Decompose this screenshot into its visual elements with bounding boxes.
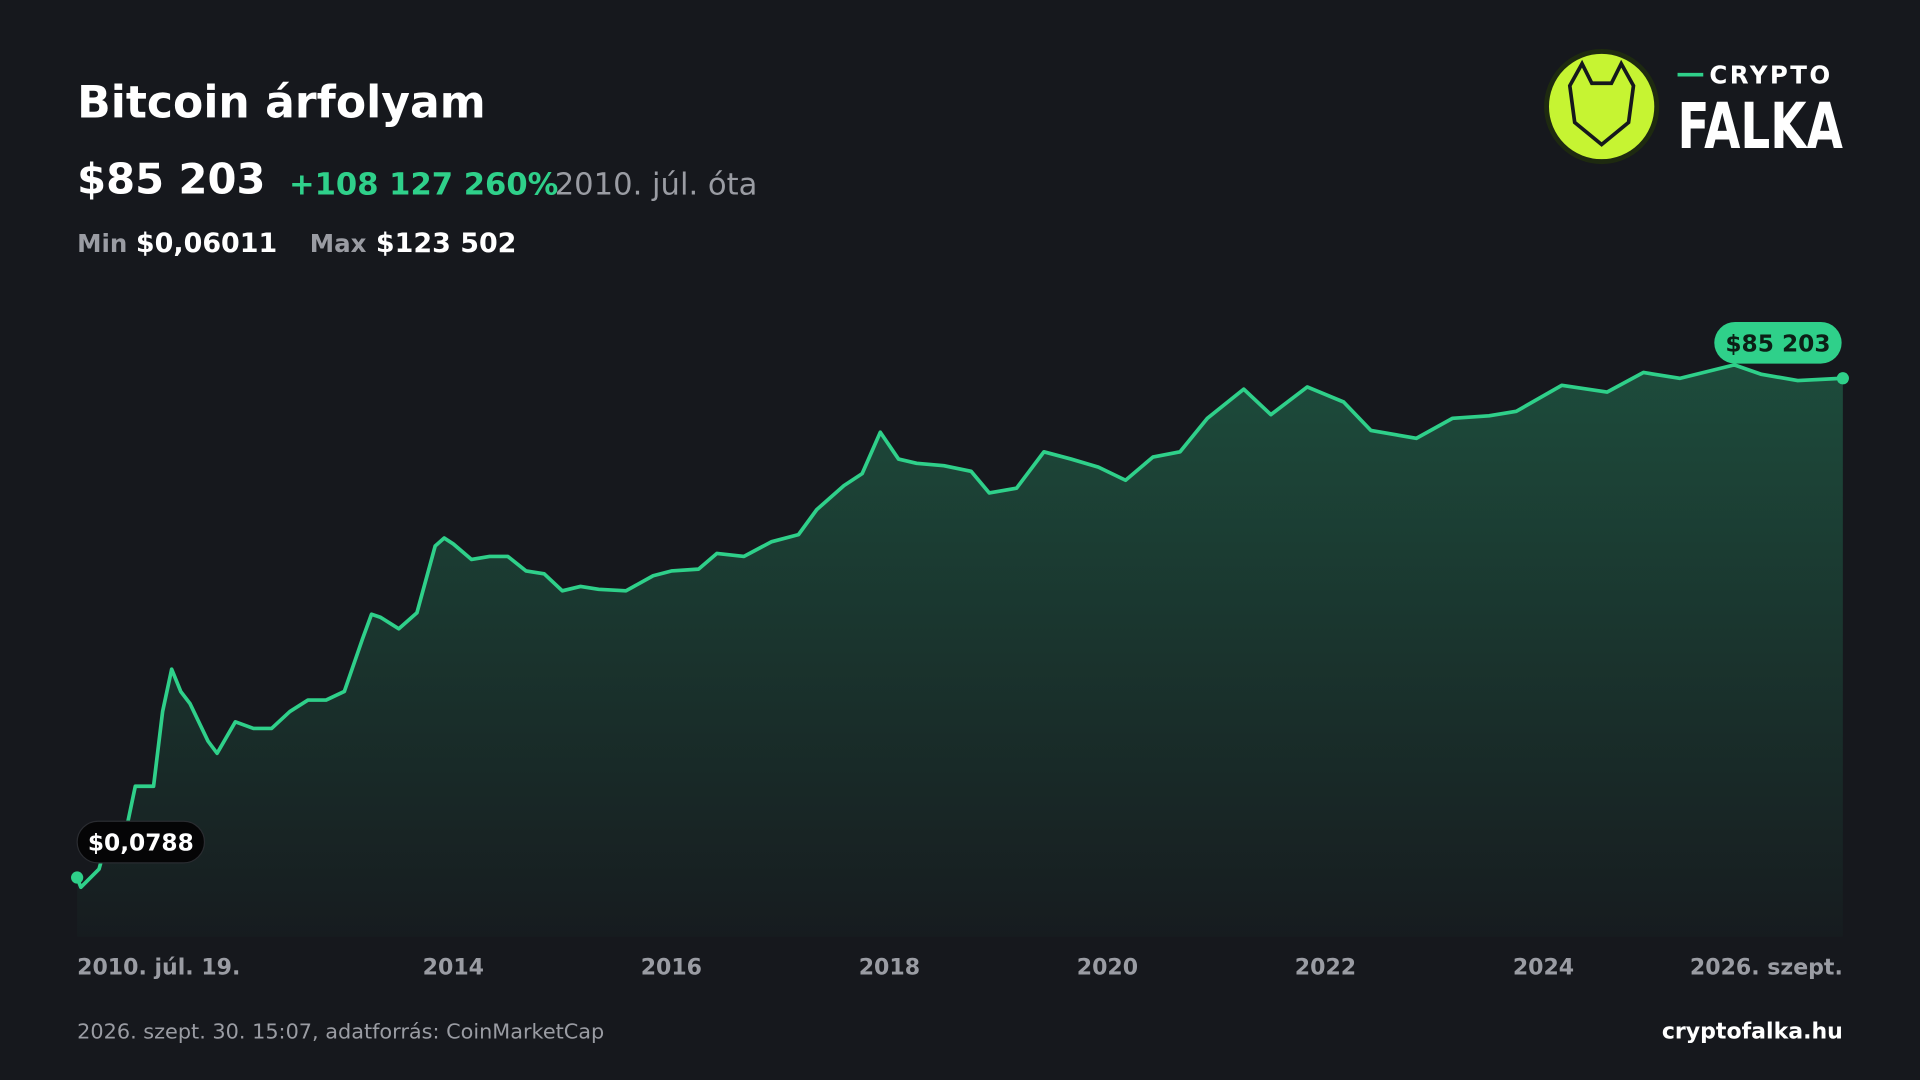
min-value: $0,06011 <box>136 228 277 259</box>
chart-title: Bitcoin árfolyam <box>77 78 485 129</box>
area <box>77 364 1843 937</box>
x-tick-label: 2018 <box>859 956 920 981</box>
value-label: $85 203 <box>1714 321 1842 364</box>
since: 2010. júl. óta <box>555 168 758 203</box>
x-tick-label: 2020 <box>1077 956 1138 981</box>
x-tick-label: 2022 <box>1295 956 1356 981</box>
value-label: $0,0788 <box>76 820 206 864</box>
x-tick-label: 2016 <box>641 956 702 981</box>
x-tick-label: 2026. szept. <box>1690 956 1843 981</box>
value-label-text: $0,0788 <box>88 830 194 857</box>
min-label: Min <box>77 229 127 258</box>
x-tick-label: 2010. júl. 19. <box>77 956 240 981</box>
x-tick-label: 2024 <box>1513 956 1574 981</box>
x-tick-label: 2014 <box>423 956 484 981</box>
logo-bottom: FALKA <box>1678 90 1843 164</box>
logo-wolf <box>1567 59 1636 147</box>
line <box>75 363 1843 890</box>
point <box>1836 372 1849 385</box>
point <box>71 871 84 884</box>
footer-site: cryptofalka.hu <box>1662 1019 1843 1044</box>
logo: CRYPTO FALKA <box>1544 48 1843 164</box>
footer-source: 2026. szept. 30. 15:07, adatforrás: Coin… <box>77 1019 604 1043</box>
change: +108 127 260% <box>289 168 558 203</box>
value-label-bg <box>1714 321 1842 364</box>
value-label-bg <box>76 820 206 864</box>
max-value: $123 502 <box>376 228 516 259</box>
price: $85 203 <box>77 154 265 203</box>
value-label-text: $85 203 <box>1725 330 1830 357</box>
max-label: Max <box>310 229 367 258</box>
logo-top: CRYPTO <box>1709 60 1832 89</box>
